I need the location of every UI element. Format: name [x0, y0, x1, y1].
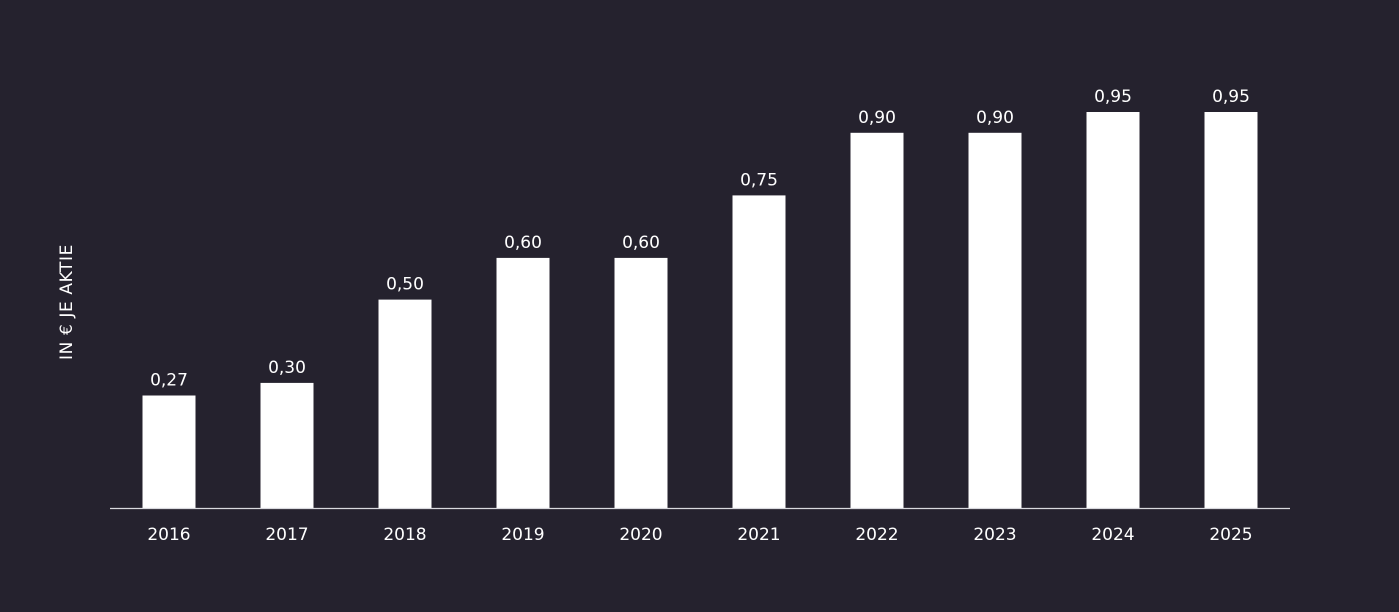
- value-label-2018: 0,50: [386, 275, 424, 295]
- x-tick-label-2016: 2016: [147, 525, 190, 545]
- value-label-2020: 0,60: [622, 233, 660, 253]
- x-tick-label-2021: 2021: [737, 525, 780, 545]
- x-tick-label-2023: 2023: [973, 525, 1016, 545]
- bar-2017: [260, 382, 314, 508]
- value-label-2019: 0,60: [504, 233, 542, 253]
- bar-2023: [968, 132, 1022, 509]
- bar-2021: [732, 195, 786, 508]
- value-label-2021: 0,75: [740, 170, 778, 190]
- value-label-2016: 0,27: [150, 371, 188, 391]
- bar-2016: [142, 395, 196, 508]
- x-tick-label-2022: 2022: [855, 525, 898, 545]
- value-label-2024: 0,95: [1094, 87, 1132, 107]
- x-tick-label-2019: 2019: [501, 525, 544, 545]
- x-tick-label-2024: 2024: [1091, 525, 1134, 545]
- x-tick-labels-layer: 2016 2017 2018 2019 2020 2021 2022 2023 2024 2025: [147, 525, 1252, 545]
- x-tick-label-2025: 2025: [1209, 525, 1252, 545]
- x-tick-label-2020: 2020: [619, 525, 662, 545]
- bar-2018: [378, 299, 432, 508]
- x-tick-label-2018: 2018: [383, 525, 426, 545]
- value-label-2017: 0,30: [268, 358, 306, 378]
- value-label-2022: 0,90: [858, 108, 896, 128]
- bar-2020: [614, 257, 668, 508]
- bar-2019: [496, 257, 550, 508]
- x-tick-label-2017: 2017: [265, 525, 308, 545]
- bar-2025: [1204, 112, 1258, 508]
- bar-2022: [850, 132, 904, 509]
- value-label-2023: 0,90: [976, 108, 1014, 128]
- bar-2024: [1086, 112, 1140, 508]
- value-labels-layer: 0,27 0,30 0,50 0,60 0,60 0,75 0,90 0,90 0,95 0,95: [150, 87, 1250, 391]
- bars-layer: [142, 112, 1258, 509]
- value-label-2025: 0,95: [1212, 87, 1250, 107]
